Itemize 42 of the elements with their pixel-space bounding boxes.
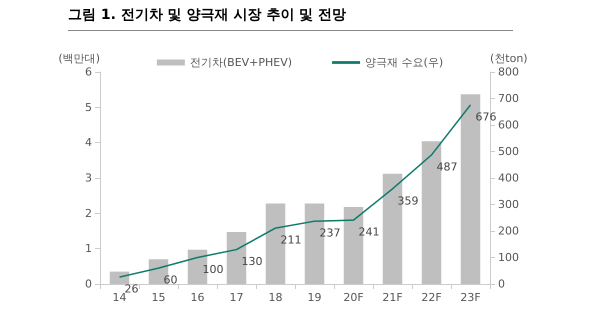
y2-tick-label: 700 bbox=[498, 92, 519, 105]
legend-label: 전기차(BEV+PHEV) bbox=[190, 56, 292, 69]
y-tick-label: 3 bbox=[85, 172, 92, 184]
y-tick-label: 2 bbox=[85, 206, 92, 220]
y-tick-label: 4 bbox=[85, 136, 92, 150]
data-label: 237 bbox=[320, 226, 340, 240]
x-tick-label: 19 bbox=[308, 291, 322, 304]
data-label: 60 bbox=[164, 274, 178, 287]
y2-tick-label: 0 bbox=[498, 278, 505, 290]
y2-tick-label: 200 bbox=[498, 224, 519, 238]
y-axis-title: (백만대) bbox=[58, 52, 100, 65]
data-label: 26 bbox=[124, 282, 138, 296]
y-tick-label: 0 bbox=[85, 278, 92, 290]
y2-tick-label: 300 bbox=[498, 198, 519, 211]
x-tick-label: 16 bbox=[190, 291, 204, 304]
x-tick-label: 15 bbox=[152, 291, 166, 304]
y-tick-label: 1 bbox=[85, 242, 92, 256]
x-tick-label: 14 bbox=[112, 291, 126, 304]
x-tick-label: 21F bbox=[382, 291, 403, 304]
y2-tick-label: 400 bbox=[498, 172, 519, 184]
bar bbox=[110, 272, 130, 284]
data-label: 487 bbox=[436, 160, 458, 174]
data-label: 130 bbox=[242, 255, 262, 268]
y2-tick-label: 600 bbox=[498, 118, 519, 132]
data-label: 676 bbox=[476, 110, 496, 124]
chart-title: 그림 1. 전기차 및 양극재 시장 추이 및 전망 bbox=[68, 6, 513, 31]
legend-label: 양극재 수요(우) bbox=[365, 56, 444, 69]
data-label: 100 bbox=[202, 263, 224, 276]
x-tick-label: 17 bbox=[230, 291, 244, 304]
y-tick-label: 5 bbox=[85, 100, 92, 114]
x-tick-label: 18 bbox=[268, 291, 282, 304]
y-tick-label: 6 bbox=[85, 66, 92, 78]
y2-tick-label: 100 bbox=[498, 251, 519, 264]
data-label: 211 bbox=[280, 234, 302, 247]
y2-tick-label: 500 bbox=[498, 145, 519, 158]
y2-axis-title: (천ton) bbox=[490, 52, 528, 65]
data-label: 359 bbox=[398, 194, 418, 208]
x-tick-label: 23F bbox=[460, 291, 481, 304]
x-tick-label: 20F bbox=[343, 291, 364, 304]
data-label: 241 bbox=[358, 226, 380, 239]
y2-tick-label: 800 bbox=[498, 66, 519, 78]
x-tick-label: 22F bbox=[421, 291, 442, 304]
